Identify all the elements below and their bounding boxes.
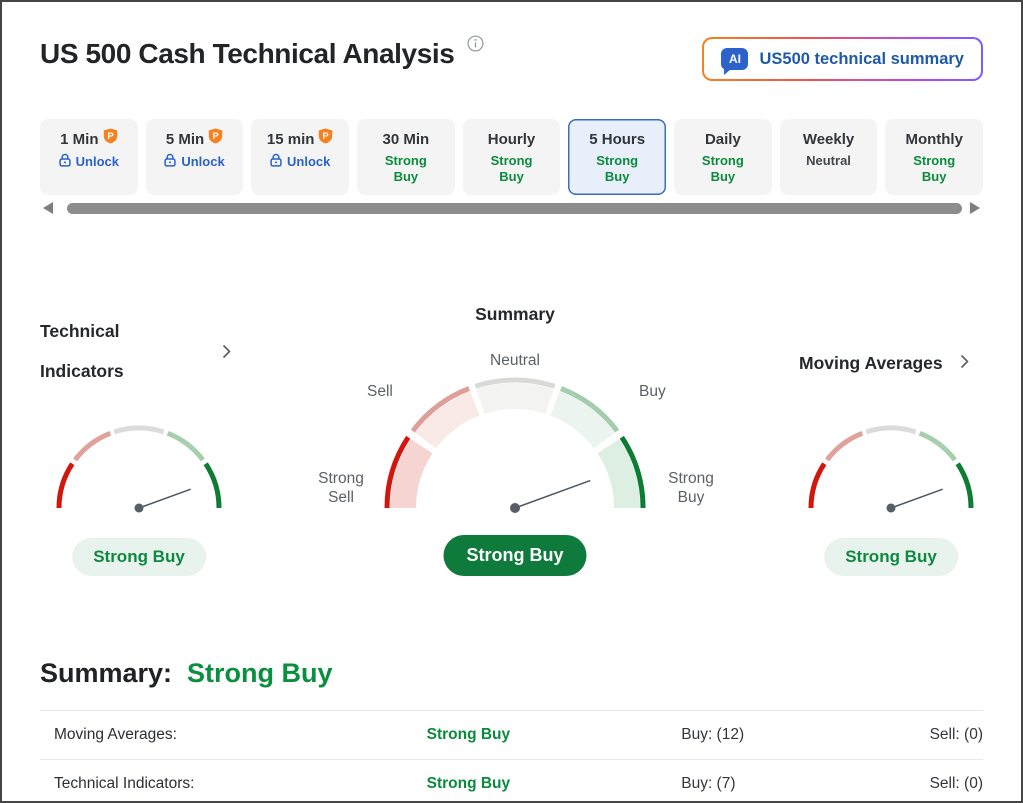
svg-text:P: P <box>107 131 114 142</box>
moving-averages-link[interactable]: Moving Averages <box>799 353 969 374</box>
lock-icon <box>59 153 71 171</box>
summary-signal-badge: Strong Buy <box>443 535 587 576</box>
tab-daily[interactable]: Daily Strong Buy <box>674 119 772 195</box>
tab-signal: Strong Buy <box>490 153 533 184</box>
scrollbar-thumb[interactable] <box>67 202 962 214</box>
technical-indicators-gauge <box>56 425 222 513</box>
tab-signal: Neutral <box>806 153 851 168</box>
tab-monthly[interactable]: Monthly Strong Buy <box>885 119 984 195</box>
table-row-moving-averages: Moving Averages: Strong Buy Buy: (12) Se… <box>40 710 983 759</box>
timeframe-tabs: 1 Min P Unlock 5 Min P Unlock 15 min P Unlo… <box>40 119 984 195</box>
lock-icon <box>164 153 176 171</box>
unlock-button[interactable]: Unlock <box>146 153 244 171</box>
scale-label-buy: Buy <box>639 383 666 400</box>
row-signal: Strong Buy <box>426 726 511 743</box>
chevron-right-icon <box>960 353 969 374</box>
tab-label: 5 Hours <box>589 131 646 148</box>
tabs-scrollbar <box>40 202 983 214</box>
ai-icon: AI <box>721 48 749 75</box>
unlock-label: Unlock <box>75 154 119 169</box>
lock-icon <box>270 153 282 171</box>
tab-15-min[interactable]: 15 min P Unlock <box>251 119 350 195</box>
unlock-label: Unlock <box>287 154 331 169</box>
scroll-right-arrow[interactable] <box>970 202 980 214</box>
pro-badge-icon: P <box>208 128 223 149</box>
scale-label-neutral: Neutral <box>490 352 540 369</box>
tab-label: Daily <box>704 131 741 148</box>
row-label: Technical Indicators: <box>54 774 195 792</box>
tab-5-min[interactable]: 5 Min P Unlock <box>145 119 244 195</box>
ai-summary-button[interactable]: AI US500 technical summary <box>702 37 983 81</box>
svg-text:P: P <box>213 131 220 142</box>
pro-badge-icon: P <box>318 128 333 149</box>
tab-signal: Strong Buy <box>701 153 744 184</box>
row-signal: Strong Buy <box>426 774 511 792</box>
scale-label-sell: Sell <box>367 383 393 400</box>
technical-indicators-title: Technical Indicators <box>40 321 124 381</box>
tab-30-min[interactable]: 30 Min Strong Buy <box>357 119 455 195</box>
gauge-needle <box>510 479 591 513</box>
tab-label: Weekly <box>802 131 855 148</box>
page-title: US 500 Cash Technical Analysis <box>40 38 455 69</box>
technical-indicators-signal-badge: Strong Buy <box>72 538 206 576</box>
ai-summary-button-inner: AI US500 technical summary <box>704 39 981 79</box>
gauge-needle <box>886 488 943 513</box>
tab-label: 15 min <box>266 131 315 148</box>
tab-signal: Strong Buy <box>596 153 639 184</box>
unlock-label: Unlock <box>181 154 225 169</box>
row-buy-count: Buy: (7) <box>681 774 736 792</box>
unlock-button[interactable]: Unlock <box>40 153 138 171</box>
tab-5-hours[interactable]: 5 Hours Strong Buy <box>568 119 667 195</box>
moving-averages-gauge <box>808 425 974 513</box>
tab-label: Monthly <box>905 131 963 148</box>
unlock-button[interactable]: Unlock <box>251 153 349 171</box>
row-label: Moving Averages: <box>54 726 177 743</box>
gauges-section: Technical Indicators Summary Moving Aver… <box>2 214 1021 618</box>
moving-averages-signal-badge: Strong Buy <box>824 538 958 576</box>
scale-label-strong-buy: Strong Buy <box>668 470 714 506</box>
technical-indicators-link[interactable]: Technical Indicators <box>40 311 240 391</box>
gauge-needle <box>134 488 191 513</box>
ai-button-label: US500 technical summary <box>759 49 964 68</box>
summary-gauge-title: Summary <box>475 304 555 324</box>
tab-label: 1 Min <box>60 131 99 148</box>
pro-badge-icon: P <box>103 128 118 149</box>
tab-label: 5 Min <box>165 131 205 148</box>
chevron-right-icon <box>222 333 231 373</box>
tab-label: Hourly <box>487 131 536 148</box>
moving-averages-title: Moving Averages <box>799 353 943 373</box>
row-sell-count: Sell: (0) <box>929 726 983 743</box>
scroll-left-arrow[interactable] <box>43 202 53 214</box>
tab-hourly[interactable]: Hourly Strong Buy <box>462 119 561 195</box>
tab-label: 30 Min <box>382 131 430 148</box>
summary-heading-label: Summary: <box>40 658 173 688</box>
svg-text:P: P <box>323 131 330 142</box>
scale-label-strong-sell: Strong Sell <box>318 470 364 506</box>
row-buy-count: Buy: (12) <box>681 726 745 743</box>
info-icon[interactable] <box>467 35 484 57</box>
summary-table: Moving Averages: Strong Buy Buy: (12) Se… <box>40 710 983 801</box>
table-row-technical-indicators: Technical Indicators: Strong Buy Buy: (7… <box>40 759 983 801</box>
summary-heading: Summary: Strong Buy <box>40 658 983 689</box>
tab-weekly[interactable]: Weekly Neutral <box>779 119 878 195</box>
summary-heading-signal: Strong Buy <box>187 658 333 688</box>
row-sell-count: Sell: (0) <box>929 774 983 792</box>
summary-gauge <box>384 377 646 513</box>
tab-signal: Strong Buy <box>384 153 427 184</box>
page-header: US 500 Cash Technical Analysis AI US500 … <box>40 35 983 85</box>
tab-signal: Strong Buy <box>913 153 956 184</box>
tab-1-min[interactable]: 1 Min P Unlock <box>40 119 138 195</box>
